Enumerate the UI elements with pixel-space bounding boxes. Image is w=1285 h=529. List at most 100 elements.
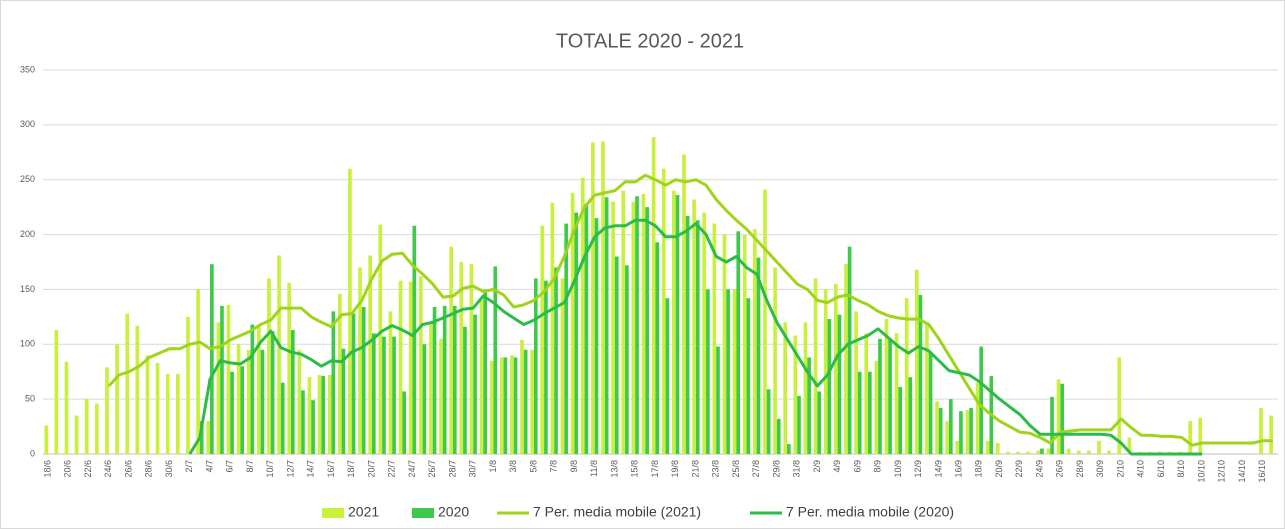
bar xyxy=(914,269,919,454)
bar xyxy=(520,339,524,454)
bar xyxy=(1036,450,1041,454)
bar xyxy=(1056,379,1061,454)
x-tick-label: 19/8 xyxy=(670,460,680,478)
bar xyxy=(64,361,69,454)
bar xyxy=(1050,396,1054,454)
bar xyxy=(695,220,700,454)
bar xyxy=(564,223,568,454)
bar xyxy=(736,231,741,454)
bar xyxy=(655,242,660,454)
bar xyxy=(236,344,241,454)
bar xyxy=(331,311,336,454)
bar xyxy=(358,267,362,454)
bar xyxy=(918,294,923,454)
bar xyxy=(807,357,811,454)
bar xyxy=(625,265,629,454)
bar xyxy=(84,399,89,454)
bar xyxy=(979,346,984,454)
bar xyxy=(513,357,518,454)
bar xyxy=(584,203,589,454)
bar xyxy=(348,168,352,454)
bar xyxy=(645,207,649,454)
bar xyxy=(210,264,214,454)
bar xyxy=(1198,417,1203,454)
bar xyxy=(726,289,730,454)
bar xyxy=(864,333,869,454)
bar xyxy=(1076,450,1081,454)
bar xyxy=(523,349,528,454)
y-tick-label: 0 xyxy=(30,448,35,458)
bar xyxy=(975,382,980,454)
x-tick-label: 10/10 xyxy=(1196,460,1206,483)
bar xyxy=(291,330,295,454)
bar xyxy=(317,375,322,454)
bar xyxy=(503,357,508,454)
legend-swatch xyxy=(322,508,344,518)
bar xyxy=(601,141,605,455)
bar xyxy=(368,255,372,454)
bar xyxy=(402,391,407,454)
bar xyxy=(1269,415,1273,454)
bar xyxy=(398,280,403,454)
x-tick-label: 16/9 xyxy=(954,460,964,478)
bar xyxy=(955,440,960,454)
bar xyxy=(665,298,670,454)
x-tick-label: 26/9 xyxy=(1055,460,1065,478)
bar xyxy=(580,177,585,454)
x-tick-label: 27/8 xyxy=(751,460,761,478)
bar xyxy=(857,371,862,454)
bar xyxy=(898,387,903,454)
legend-label: 7 Per. media mobile (2020) xyxy=(786,504,954,520)
bar xyxy=(574,212,579,454)
bar xyxy=(544,280,548,454)
bar xyxy=(834,283,838,454)
y-tick-label: 50 xyxy=(25,394,35,404)
bar xyxy=(591,142,595,454)
bar xyxy=(908,377,913,454)
x-tick-label: 30/9 xyxy=(1095,460,1105,478)
bar xyxy=(560,278,565,454)
bar xyxy=(530,349,534,454)
x-tick-label: 8/7 xyxy=(245,460,255,473)
bar xyxy=(641,193,646,454)
x-tick-label: 6/10 xyxy=(1156,460,1166,478)
x-tick-label: 2/10 xyxy=(1115,460,1125,478)
bar xyxy=(763,189,767,455)
x-tick-label: 20/9 xyxy=(994,460,1004,478)
bar xyxy=(351,313,356,454)
x-tick-label: 24/6 xyxy=(103,460,113,478)
bar xyxy=(783,322,788,454)
x-tick-label: 2/9 xyxy=(812,460,822,473)
bar xyxy=(1060,383,1065,454)
bar xyxy=(904,298,909,454)
bar xyxy=(672,190,676,454)
x-tick-label: 20/7 xyxy=(366,460,376,478)
x-tick-label: 28/9 xyxy=(1075,460,1085,478)
y-tick-label: 100 xyxy=(20,339,35,349)
x-tick-label: 14/7 xyxy=(306,460,316,478)
x-tick-label: 26/7 xyxy=(427,460,437,478)
bar xyxy=(1016,451,1020,454)
x-tick-label: 28/7 xyxy=(447,460,457,478)
bar xyxy=(246,349,251,454)
bar xyxy=(1040,448,1044,454)
x-tick-label: 12/9 xyxy=(913,460,923,478)
bar xyxy=(554,267,558,454)
bar xyxy=(473,314,477,454)
y-tick-label: 300 xyxy=(20,119,35,129)
bar xyxy=(847,246,852,454)
chart-title: TOTALE 2020 - 2021 xyxy=(556,30,744,52)
bar xyxy=(631,201,636,454)
bar xyxy=(1117,357,1122,454)
bar xyxy=(854,311,858,454)
bar xyxy=(773,267,777,454)
bar xyxy=(985,440,990,454)
x-tick-label: 4/7 xyxy=(204,460,214,473)
bar xyxy=(1026,451,1030,454)
x-tick-label: 24/9 xyxy=(1034,460,1044,478)
bar xyxy=(949,399,953,454)
x-tick-label: 4/9 xyxy=(832,460,842,473)
bar xyxy=(186,316,190,454)
x-tick-label: 5/8 xyxy=(528,460,538,473)
bar xyxy=(125,313,130,454)
